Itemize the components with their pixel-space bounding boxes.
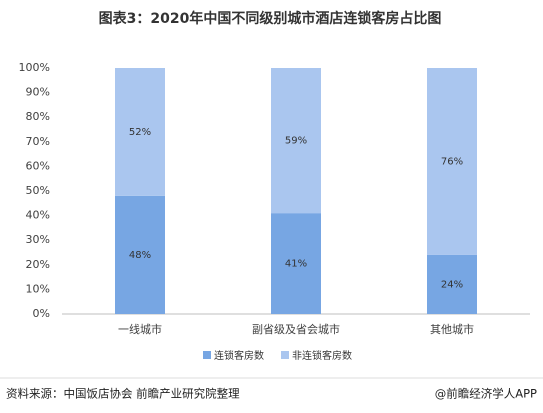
y-tick-label: 80%	[26, 110, 50, 123]
x-tick-label: 其他城市	[430, 322, 474, 336]
chart-title: 图表3：2020年中国不同级别城市酒店连锁客房占比图	[99, 10, 442, 27]
bar-segment	[115, 68, 165, 196]
bar-segment	[271, 68, 321, 214]
legend-label: 连锁客房数	[214, 349, 264, 362]
source: 资料来源：中国饭店协会 前瞻产业研究院整理	[6, 387, 240, 401]
x-tick-label: 一线城市	[118, 322, 162, 336]
bar-segment	[427, 68, 477, 255]
credit: @前瞻经济学人APP	[435, 387, 537, 401]
y-tick-label: 10%	[26, 282, 50, 295]
y-tick-label: 70%	[26, 135, 50, 148]
value-label: 59%	[285, 136, 307, 147]
value-label: 24%	[441, 279, 463, 290]
y-tick-label: 20%	[26, 258, 50, 271]
y-tick-label: 100%	[19, 61, 50, 74]
x-tick-label: 副省级及省会城市	[252, 322, 340, 336]
legend-label: 非连锁客房数	[292, 349, 352, 362]
value-label: 48%	[129, 250, 151, 261]
legend-swatch	[203, 351, 211, 359]
y-tick-label: 50%	[26, 184, 50, 197]
y-tick-label: 60%	[26, 159, 50, 172]
bar-segment	[271, 213, 321, 314]
y-tick-label: 30%	[26, 233, 50, 246]
y-tick-label: 40%	[26, 209, 50, 222]
bar-segment	[427, 254, 477, 314]
value-label: 52%	[129, 127, 151, 138]
bar-segment	[115, 195, 165, 314]
legend-swatch	[281, 351, 289, 359]
value-label: 41%	[285, 259, 307, 270]
value-label: 76%	[441, 156, 463, 167]
y-tick-label: 0%	[33, 307, 50, 320]
y-tick-label: 90%	[26, 86, 50, 99]
